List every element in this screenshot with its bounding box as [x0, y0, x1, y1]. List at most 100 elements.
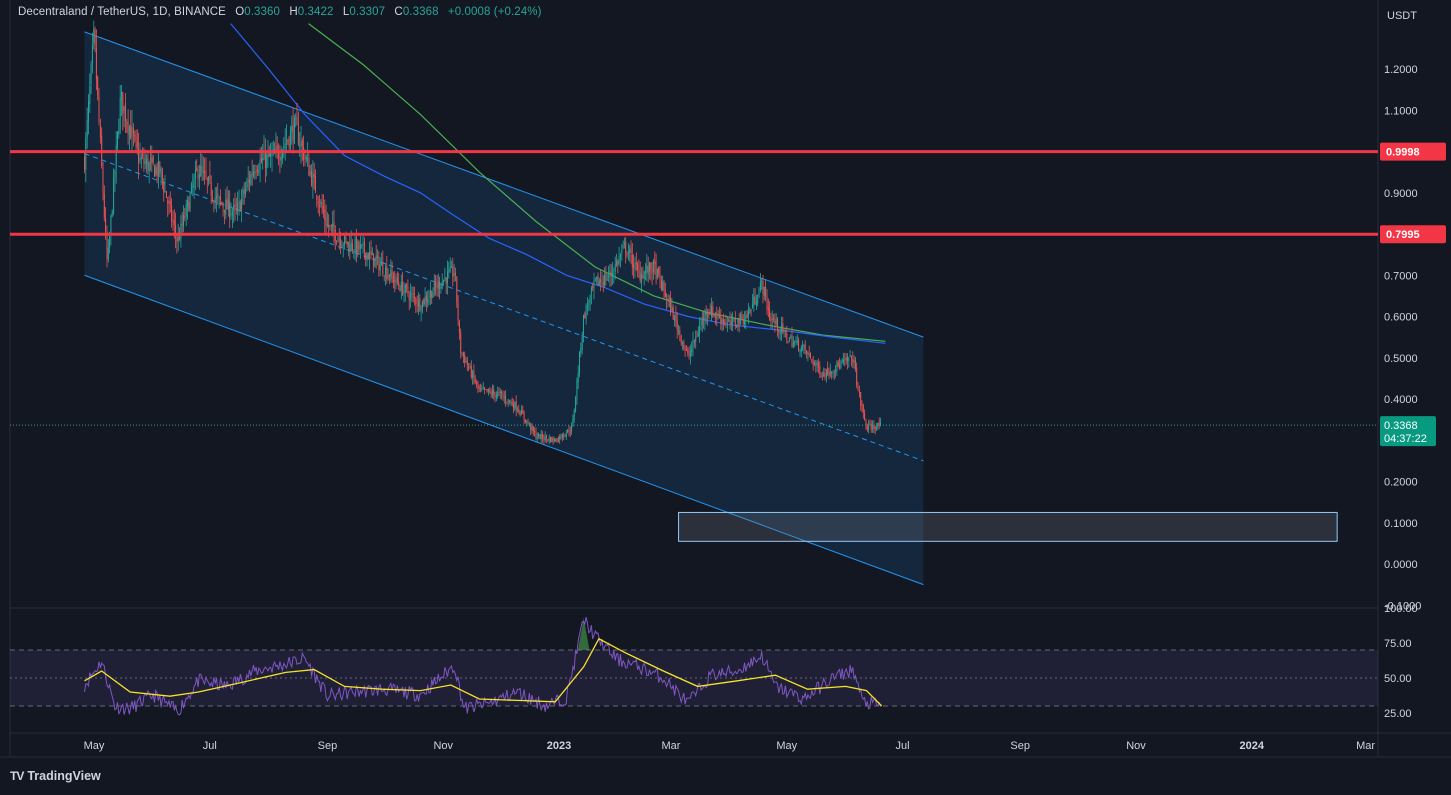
candle-body: [202, 170, 204, 173]
main-pane[interactable]: [84, 20, 1338, 586]
candle-body: [847, 356, 848, 362]
candle-body: [651, 270, 653, 274]
candle-body: [316, 195, 318, 200]
candle-body: [652, 260, 654, 272]
candle-body: [808, 353, 810, 355]
candle-body: [123, 106, 125, 111]
candle-body: [476, 382, 478, 384]
candle-body: [543, 439, 545, 441]
candle-body: [328, 224, 330, 228]
candle-body: [792, 342, 794, 347]
candle-body: [594, 278, 596, 280]
candle-body: [171, 205, 173, 221]
candle-body: [555, 438, 557, 442]
time-tick-label: Jul: [895, 740, 909, 752]
candle-body: [266, 154, 268, 168]
candle-body: [268, 150, 270, 157]
candle-body: [340, 239, 342, 246]
candle-body: [821, 375, 823, 377]
candle-body: [535, 431, 537, 439]
candle-body: [716, 315, 718, 318]
high-label: H: [289, 6, 298, 18]
candle-body: [183, 214, 184, 227]
candle-body: [225, 199, 227, 215]
candle-body: [676, 320, 678, 330]
candle-body: [862, 405, 864, 413]
candle-body: [201, 166, 203, 171]
time-tick-label: May: [776, 740, 797, 752]
candle-body: [605, 272, 607, 281]
rsi-ma-line: [84, 637, 883, 707]
time-tick-label: Nov: [1126, 740, 1146, 752]
candle-body: [539, 434, 541, 440]
candle-body: [251, 173, 253, 176]
candle-body: [708, 311, 710, 313]
currency-unit[interactable]: USDT: [1387, 10, 1417, 22]
candle-body: [288, 137, 290, 146]
candle-body: [831, 371, 833, 374]
candle-body: [564, 435, 566, 437]
candle-body: [284, 143, 286, 145]
candle-body: [188, 202, 190, 212]
candle-body: [148, 162, 150, 172]
candle-body: [371, 251, 373, 255]
candle-body: [580, 348, 582, 354]
candle-body: [263, 151, 265, 160]
candle-body: [613, 273, 615, 274]
candle-body: [321, 202, 323, 209]
resistance-tag-0[interactable]: [1380, 142, 1446, 161]
candle-body: [167, 200, 169, 204]
candle-body: [180, 223, 182, 239]
candle-body: [520, 410, 522, 415]
candle-body: [848, 358, 850, 361]
candle-body: [400, 281, 402, 291]
candle-body: [604, 274, 606, 286]
candle-body: [135, 135, 137, 141]
candle-body: [408, 295, 410, 300]
price-tick-label: -0.1000: [1384, 600, 1421, 612]
candle-body: [412, 293, 414, 295]
candle-body: [297, 124, 299, 145]
candle-body: [377, 256, 379, 258]
candle-body: [414, 296, 415, 298]
candle-body: [89, 86, 91, 104]
candle-body: [645, 271, 646, 273]
candle-body: [869, 424, 871, 426]
candle-body: [662, 281, 664, 291]
candle-body: [680, 335, 682, 344]
candle-body: [418, 299, 419, 307]
candle-body: [619, 255, 621, 258]
candle-body: [102, 167, 104, 194]
candle-body: [589, 295, 591, 304]
candle-body: [99, 124, 101, 138]
last-price-tag[interactable]: [1380, 416, 1436, 447]
candle-body: [110, 215, 112, 235]
candle-body: [142, 155, 144, 157]
candle-body: [119, 97, 121, 130]
candle-body: [433, 282, 435, 291]
channel-upper-line: [84, 31, 924, 338]
candle-body: [697, 333, 699, 337]
candle-body: [168, 202, 170, 203]
candle-body: [385, 267, 386, 276]
rsi-tick-label: 25.00: [1384, 708, 1412, 720]
candle-body: [799, 351, 801, 353]
candle-body: [788, 338, 790, 341]
resistance-tag-1[interactable]: [1380, 225, 1446, 244]
candle-body: [864, 412, 866, 421]
candle-body: [256, 169, 258, 172]
candle-body: [287, 140, 289, 141]
close-label: C: [394, 6, 403, 18]
tradingview-logo[interactable]: TV TradingView: [10, 769, 101, 783]
candle-body: [187, 200, 188, 207]
symbol-title[interactable]: Decentraland / TetherUS, 1D, BINANCE: [18, 6, 226, 18]
candle-body: [610, 272, 612, 276]
rsi-pane[interactable]: [10, 616, 1378, 716]
candle-body: [758, 289, 760, 297]
candle-body: [320, 201, 322, 204]
candle-body: [527, 421, 529, 424]
candle-body: [850, 356, 852, 359]
candle-body: [586, 306, 588, 308]
candle-body: [572, 419, 574, 427]
